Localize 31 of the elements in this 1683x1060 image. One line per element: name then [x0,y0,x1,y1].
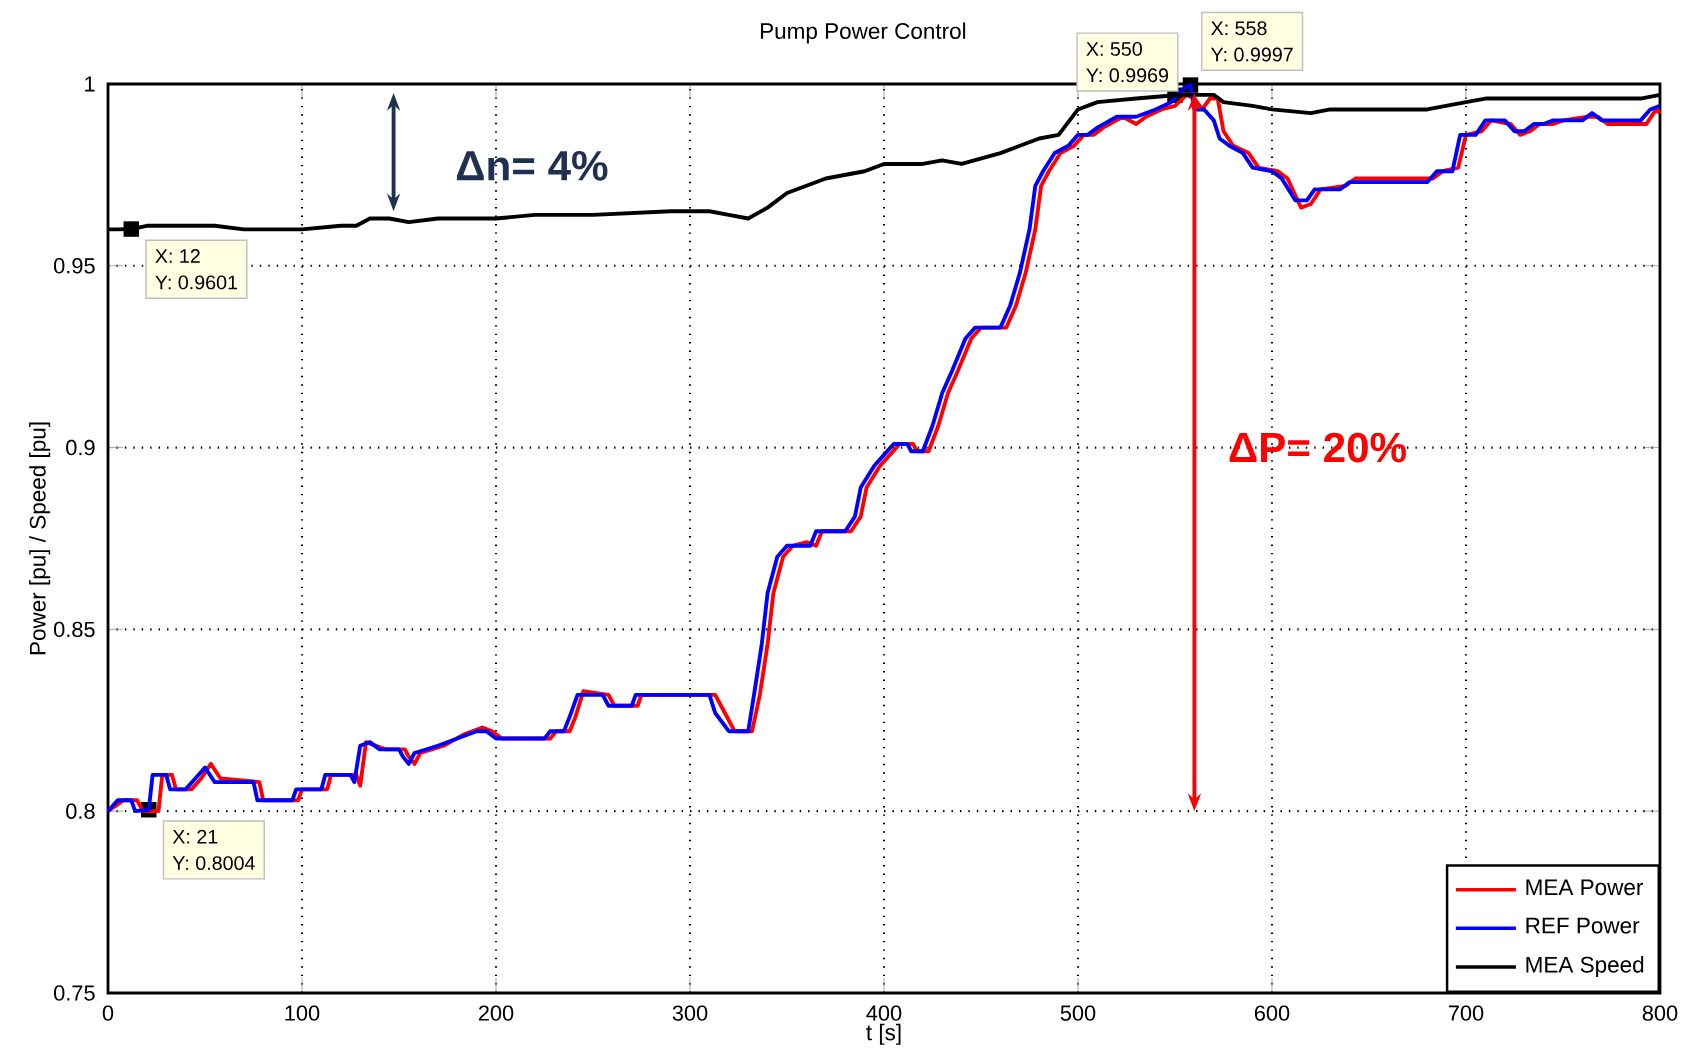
legend-label: REF Power [1526,917,1640,934]
annotation: X: 21 [172,829,218,844]
annotation: Y: 0.8004 [172,856,255,871]
x-axis-title: t [s] [866,1023,901,1045]
annotation: X: 550 [1086,41,1142,56]
legend-label: MEA Speed [1526,956,1644,978]
y-tick-label: 1 [85,76,95,92]
x-tick-label: 700 [1448,1005,1484,1021]
x-tick-label: 0 [102,1005,114,1021]
y-tick-label: 0.8 [66,803,95,819]
annotation: Y: 0.9601 [155,275,238,290]
x-tick-label: 500 [1060,1005,1096,1021]
annotation: ΔP= 20% [1229,432,1406,463]
y-tick-label: 0.95 [54,258,95,274]
chart-title: Pump Power Control [760,22,966,44]
y-tick-label: 0.75 [54,985,95,1001]
legend-label: MEA Power [1526,879,1643,896]
x-tick-label: 100 [285,1005,320,1021]
annotation: X: 12 [155,249,200,263]
x-tick-label: 400 [866,1005,902,1021]
y-tick-label: 0.9 [66,439,95,456]
x-tick-label: 800 [1642,1005,1678,1021]
x-tick-label: 200 [478,1005,514,1021]
annotation: Y: 0.9969 [1086,68,1169,83]
annotation: Δn= 4% [456,150,608,181]
x-tick-label: 300 [672,1005,708,1021]
x-tick-label: 600 [1254,1005,1290,1021]
y-tick-label: 0.85 [54,621,95,638]
y-axis-title: Power [pu] / Speed [pu] [29,422,51,655]
annotation: Y: 0.9997 [1210,47,1293,62]
annotation: X: 558 [1210,21,1267,36]
